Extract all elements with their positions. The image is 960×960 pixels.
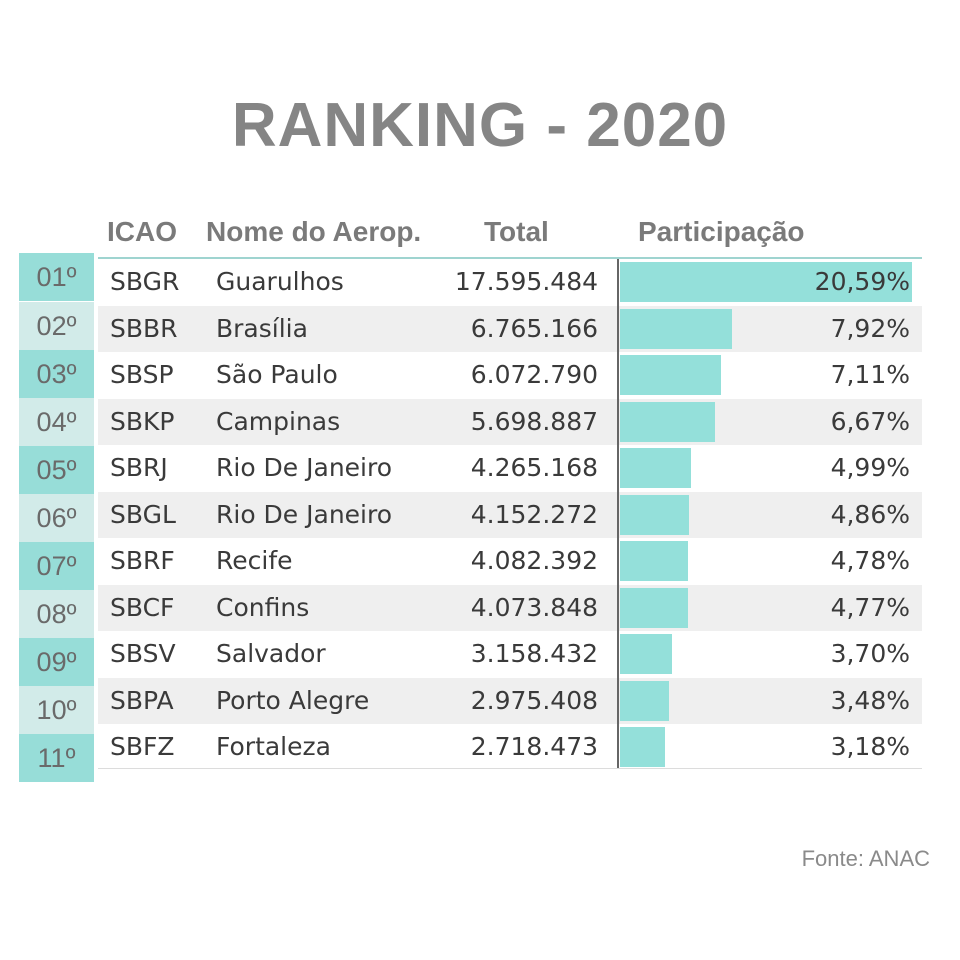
airport-name-cell: Recife xyxy=(216,546,293,575)
table-row: SBGL Rio De Janeiro 4.152.272 4,86% xyxy=(98,492,922,538)
airport-name-cell: Rio De Janeiro xyxy=(216,453,393,482)
airport-name-cell: Confins xyxy=(216,593,310,622)
airport-name-cell: Fortaleza xyxy=(216,732,331,761)
total-cell: 3.158.432 xyxy=(470,639,598,668)
participation-bar xyxy=(620,402,715,442)
participation-bar xyxy=(620,634,672,674)
participation-label: 6,67% xyxy=(830,407,910,436)
airport-name-cell: Guarulhos xyxy=(216,267,344,296)
icao-cell: SBBR xyxy=(110,314,178,343)
icao-cell: SBSP xyxy=(110,360,174,389)
airport-name-cell: Salvador xyxy=(216,639,326,668)
participation-bar xyxy=(620,355,721,395)
table-row: SBSP São Paulo 6.072.790 7,11% xyxy=(98,352,922,398)
total-cell: 4.073.848 xyxy=(470,593,598,622)
table-row: SBBR Brasília 6.765.166 7,92% xyxy=(98,306,922,352)
icao-cell: SBFZ xyxy=(110,732,175,761)
participation-label: 3,18% xyxy=(830,732,910,761)
header-participation: Participação xyxy=(638,216,805,247)
total-cell: 6.072.790 xyxy=(470,360,598,389)
total-cell: 4.265.168 xyxy=(470,453,598,482)
participation-label: 4,77% xyxy=(830,593,910,622)
participation-label: 3,70% xyxy=(830,639,910,668)
rank-label: 09º xyxy=(19,638,94,686)
rank-label: 06º xyxy=(19,494,94,542)
table-row: SBPA Porto Alegre 2.975.408 3,48% xyxy=(98,678,922,724)
total-cell: 17.595.484 xyxy=(454,267,598,296)
bar-axis-line xyxy=(617,259,619,769)
icao-cell: SBRF xyxy=(110,546,175,575)
table-row: SBGR Guarulhos 17.595.484 20,59% xyxy=(98,259,922,305)
table-row: SBCF Confins 4.073.848 4,77% xyxy=(98,585,922,631)
rank-label: 05º xyxy=(19,446,94,494)
source-note: Fonte: ANAC xyxy=(801,846,930,871)
total-cell: 5.698.887 xyxy=(470,407,598,436)
rank-label: 08º xyxy=(19,590,94,638)
participation-label: 3,48% xyxy=(830,686,910,715)
table-bottom-divider xyxy=(98,768,922,769)
table-row: SBKP Campinas 5.698.887 6,67% xyxy=(98,399,922,445)
airport-name-cell: Campinas xyxy=(216,407,341,436)
airport-name-cell: Porto Alegre xyxy=(216,686,370,715)
icao-cell: SBPA xyxy=(110,686,174,715)
table-row: SBRF Recife 4.082.392 4,78% xyxy=(98,538,922,584)
participation-bar xyxy=(620,588,688,628)
participation-bar xyxy=(620,262,912,302)
rank-column: 01º 02º 03º 04º 05º 06º 07º 08º 09º 10º 11º xyxy=(19,253,94,782)
participation-bar xyxy=(620,309,732,349)
participation-label: 7,92% xyxy=(830,314,910,343)
participation-label: 7,11% xyxy=(830,360,910,389)
participation-bar xyxy=(620,681,669,721)
total-cell: 2.718.473 xyxy=(470,732,598,761)
participation-label: 4,99% xyxy=(830,453,910,482)
rank-label: 02º xyxy=(19,302,94,350)
total-cell: 4.152.272 xyxy=(470,500,598,529)
icao-cell: SBKP xyxy=(110,407,175,436)
airport-name-cell: São Paulo xyxy=(216,360,338,389)
table-row: SBSV Salvador 3.158.432 3,70% xyxy=(98,631,922,677)
total-cell: 2.975.408 xyxy=(470,686,598,715)
rank-label: 10º xyxy=(19,686,94,734)
rank-label: 11º xyxy=(19,734,94,782)
header-total: Total xyxy=(484,216,549,247)
participation-bar xyxy=(620,541,688,581)
airport-name-cell: Brasília xyxy=(216,314,308,343)
participation-bar xyxy=(620,448,691,488)
participation-label: 20,59% xyxy=(814,267,910,296)
participation-bar xyxy=(620,727,665,767)
header-name: Nome do Aerop. xyxy=(206,216,422,247)
icao-cell: SBSV xyxy=(110,639,176,668)
rank-label: 07º xyxy=(19,542,94,590)
icao-cell: SBRJ xyxy=(110,453,168,482)
rank-label: 03º xyxy=(19,350,94,398)
participation-label: 4,86% xyxy=(830,500,910,529)
total-cell: 6.765.166 xyxy=(470,314,598,343)
table-row: SBFZ Fortaleza 2.718.473 3,18% xyxy=(98,724,922,770)
rank-label: 01º xyxy=(19,253,94,301)
participation-label: 4,78% xyxy=(830,546,910,575)
rank-label: 04º xyxy=(19,398,94,446)
icao-cell: SBCF xyxy=(110,593,175,622)
icao-cell: SBGL xyxy=(110,500,176,529)
header-divider xyxy=(98,257,922,259)
participation-bar xyxy=(620,495,689,535)
total-cell: 4.082.392 xyxy=(470,546,598,575)
table-row: SBRJ Rio De Janeiro 4.265.168 4,99% xyxy=(98,445,922,491)
page-title: RANKING - 2020 xyxy=(231,91,729,160)
airport-name-cell: Rio De Janeiro xyxy=(216,500,393,529)
header-icao: ICAO xyxy=(107,216,177,247)
icao-cell: SBGR xyxy=(110,267,180,296)
